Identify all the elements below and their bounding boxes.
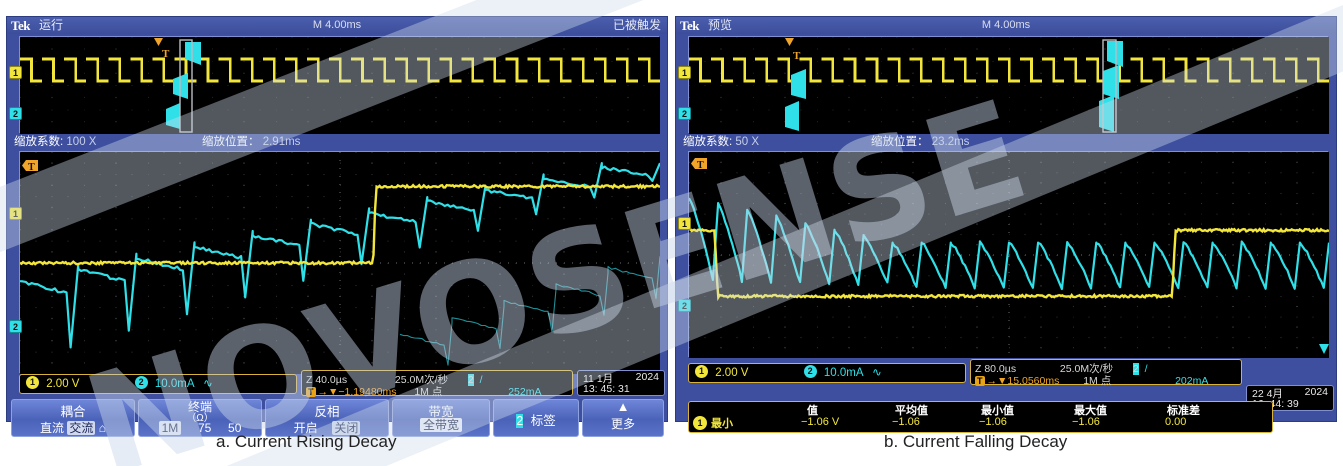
figure-root: NOVOSENSE Tek 运行 M 4.00ms 已被触发 [0, 0, 1343, 466]
time-a: 13: 45: 31 [583, 383, 630, 395]
ch2-scale-a: 10.0mA [155, 378, 194, 390]
measurement-val-max: −1.06 [1072, 416, 1100, 428]
oscilloscope-screen-b: Tek 预览 M 4.00ms T [675, 16, 1337, 422]
trigger-position-a: −1.19480ms [338, 386, 396, 398]
horizontal-trigger-bar-b: Z 80.0µs 25.0M次/秒 2 / T →▼15.0560ms 1M 点 … [970, 359, 1242, 385]
channel-1-marker-overview-b[interactable]: 1 [678, 66, 691, 79]
measurement-val-min: −1.06 [979, 416, 1007, 428]
termination-option-75[interactable]: 75 [198, 421, 211, 435]
channel-1-marker-main-b[interactable]: 1 [678, 217, 691, 230]
trigger-badge-b: T [975, 376, 985, 386]
zoom-factor-value-b: 50 X [735, 136, 759, 148]
ac-coupling-icon-a: ∿ [203, 378, 213, 390]
svg-text:T: T [162, 48, 170, 60]
coupling-title: 耦合 [12, 401, 134, 420]
channel-2-marker-main-b[interactable]: 2 [678, 299, 691, 312]
zoom-position-label-a: 缩放位置： [202, 136, 260, 148]
ch1-scale-a: 2.00 V [46, 378, 79, 390]
ch1-badge-a[interactable]: 1 [26, 376, 39, 389]
svg-text:T: T [793, 50, 801, 62]
label-title: 标签 [531, 414, 556, 428]
ch1-badge-b[interactable]: 1 [695, 365, 708, 378]
zoom-factor-value-a: 100 X [66, 136, 96, 148]
titlebar-b: Tek 预览 M 4.00ms [676, 17, 1336, 34]
ch2-badge-b[interactable]: 2 [804, 365, 817, 378]
chevron-up-icon: ▲ [583, 399, 663, 414]
ch1-scale-b: 2.00 V [715, 367, 748, 379]
vertical-settings-bar-a: 1 2.00 V 2 10.0mA ∿ [19, 374, 297, 394]
measurement-val-value: −1.06 V [801, 416, 839, 428]
ground-coupling-icon[interactable]: ⌂ [99, 421, 106, 435]
channel-1-marker-main-a[interactable]: 1 [9, 207, 22, 220]
timebase-readout-a: M 4.00ms [7, 17, 667, 34]
trigger-state-a: 已被触发 [613, 17, 661, 34]
year-a: 2024 [636, 371, 659, 383]
main-waveform-a[interactable]: T [19, 151, 659, 373]
vertical-settings-bar-b: 1 2.00 V 2 10.0mA ∿ [688, 363, 966, 383]
more-title: 更多 [583, 415, 663, 432]
ac-coupling-icon-b: ∿ [872, 367, 882, 379]
zoom-position-value-a: 2.91ms [263, 136, 301, 148]
trigger-badge-a: T [306, 387, 316, 397]
oscilloscope-screen-a: Tek 运行 M 4.00ms 已被触发 [6, 16, 668, 422]
datetime-box-a: 11 1月 2024 13: 45: 31 [577, 370, 665, 396]
measurement-table-b: 1 最小 值 平均值 最小值 最大值 标准差 −1.06 V −1.06 −1.… [688, 401, 1273, 433]
overview-waveform-a[interactable]: T [19, 36, 659, 133]
menu-button-bandwidth[interactable]: 带宽 全带宽 [392, 399, 490, 437]
measurement-val-std: 0.00 [1165, 416, 1186, 428]
horizontal-trigger-bar-a: Z 40.0µs 25.0M次/秒 2 / T →▼−1.19480ms 1M 点… [301, 370, 573, 396]
zoom-position-label-b: 缩放位置： [871, 136, 929, 148]
trigger-position-b: 15.0560ms [1007, 375, 1059, 387]
main-waveform-b[interactable]: T [688, 151, 1328, 357]
channel-2-marker-overview-a[interactable]: 2 [9, 107, 22, 120]
year-b: 2024 [1305, 386, 1328, 398]
ch2-badge-a[interactable]: 2 [135, 376, 148, 389]
overview-waveform-b[interactable]: T [688, 36, 1328, 133]
timebase-readout-b: M 4.00ms [676, 17, 1336, 34]
channel-2-marker-main-a[interactable]: 2 [9, 320, 22, 333]
caption-b: b. Current Falling Decay [884, 432, 1067, 452]
coupling-option-ac[interactable]: 交流 [67, 421, 95, 435]
measurement-val-mean: −1.06 [892, 416, 920, 428]
channel-1-marker-overview-a[interactable]: 1 [9, 66, 22, 79]
record-length-a: 1M 点 [414, 386, 442, 398]
trigger-level-a: 252mA [508, 386, 541, 398]
titlebar-a: Tek 运行 M 4.00ms 已被触发 [7, 17, 667, 34]
ch2-scale-b: 10.0mA [824, 367, 863, 379]
record-length-b: 1M 点 [1083, 375, 1111, 387]
trigger-level-b: 202mA [1175, 375, 1208, 387]
termination-option-1m[interactable]: 1M [159, 421, 182, 435]
channel-2-marker-overview-b[interactable]: 2 [678, 107, 691, 120]
menu-button-coupling[interactable]: 耦合 直流 交流 ⌂ [11, 399, 135, 437]
zoom-factor-label-a: 缩放系数: [14, 136, 63, 148]
zoom-factor-label-b: 缩放系数: [683, 136, 732, 148]
menu-button-more[interactable]: ▲ 更多 [582, 399, 664, 437]
svg-text:T: T [697, 160, 704, 171]
svg-text:T: T [28, 162, 35, 173]
zoom-info-row-a: 缩放系数: 100 X 缩放位置： 2.91ms [12, 135, 664, 150]
zoom-info-row-b: 缩放系数: 50 X 缩放位置： 23.2ms [681, 135, 1333, 150]
zoom-position-value-b: 23.2ms [932, 136, 970, 148]
menu-button-label[interactable]: 2 标签 [493, 399, 579, 437]
measurement-name: 最小 [711, 415, 733, 431]
measurement-source-badge: 1 [693, 416, 707, 430]
caption-a: a. Current Rising Decay [216, 432, 396, 452]
bandwidth-option-full[interactable]: 全带宽 [420, 418, 462, 432]
coupling-option-dc[interactable]: 直流 [40, 421, 64, 435]
invert-title: 反相 [266, 401, 388, 420]
label-badge-ch2: 2 [516, 414, 523, 428]
